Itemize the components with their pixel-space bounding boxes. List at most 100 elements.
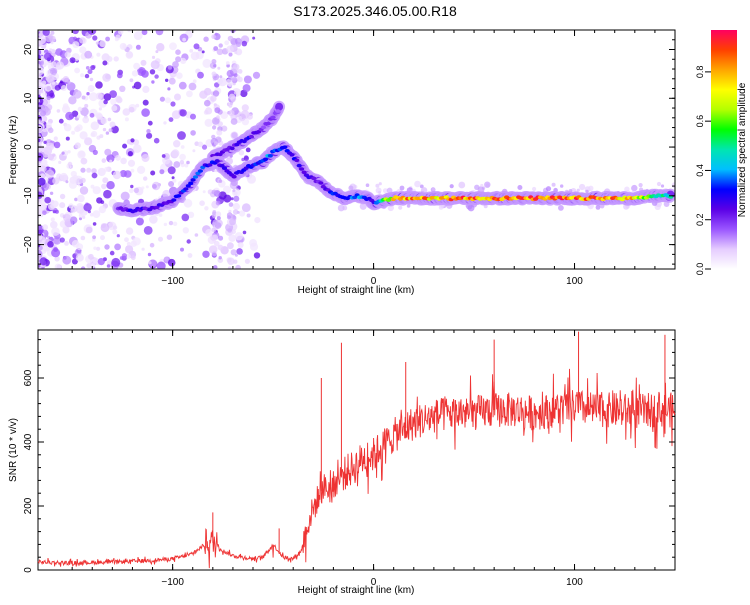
- noise-blob: [40, 90, 44, 94]
- noise-blob: [84, 103, 89, 108]
- noise-blob: [44, 196, 51, 204]
- main-ridge-core: [221, 166, 228, 170]
- halo-blob: [579, 183, 586, 191]
- noise-blob: [62, 76, 69, 83]
- noise-blob: [119, 256, 124, 260]
- noise-blob: [71, 258, 78, 265]
- noise-blob: [167, 65, 173, 70]
- main-ridge-core: [267, 154, 273, 158]
- noise-blob: [59, 202, 66, 209]
- main-ridge-core: [192, 175, 199, 179]
- noise-blob: [38, 144, 43, 153]
- halo-blob: [532, 186, 537, 192]
- noise-blob: [62, 255, 72, 265]
- streak-blob: [216, 48, 224, 56]
- noise-blob: [92, 257, 99, 264]
- noise-blob: [184, 163, 189, 168]
- noise-blob: [65, 111, 74, 121]
- streak-blob: [210, 95, 217, 102]
- noise-blob: [221, 125, 228, 132]
- upper-branch-edge: [275, 102, 284, 111]
- streak-blob: [213, 33, 221, 41]
- noise-blob: [140, 59, 147, 66]
- noise-blob: [111, 125, 119, 134]
- noise-blob: [100, 117, 108, 125]
- streak-blob: [233, 73, 238, 78]
- noise-blob: [129, 78, 134, 83]
- noise-blob: [38, 236, 46, 245]
- noise-blob: [112, 225, 118, 230]
- streak-blob: [228, 209, 232, 213]
- noise-blob: [67, 150, 71, 154]
- noise-blob: [115, 154, 121, 161]
- noise-blob: [42, 30, 50, 36]
- noise-blob: [71, 240, 80, 248]
- noise-blob: [51, 227, 60, 236]
- halo-blob: [484, 181, 491, 188]
- noise-blob: [90, 184, 95, 189]
- streak-blob: [211, 134, 216, 140]
- halo-blob: [414, 180, 421, 188]
- noise-blob: [202, 58, 212, 68]
- noise-blob: [148, 261, 152, 265]
- noise-blob: [168, 220, 174, 226]
- noise-blob: [131, 70, 139, 77]
- noise-blob: [133, 144, 142, 153]
- streak-blob: [212, 219, 219, 226]
- noise-blob: [49, 67, 58, 76]
- noise-blob: [88, 92, 98, 102]
- noise-blob: [89, 212, 94, 217]
- snr-series-line: [37, 368, 676, 569]
- streak-blob: [229, 218, 237, 226]
- noise-blob: [49, 191, 54, 195]
- noise-blob: [133, 187, 140, 193]
- noise-blob: [118, 30, 124, 35]
- noise-blob: [53, 136, 58, 141]
- noise-blob: [137, 165, 146, 174]
- noise-blob: [202, 190, 206, 194]
- noise-blob: [46, 95, 51, 101]
- noise-blob: [41, 80, 47, 86]
- noise-blob: [246, 213, 251, 218]
- noise-blob: [147, 252, 152, 257]
- streak-blob: [226, 45, 234, 54]
- noise-blob: [152, 184, 157, 189]
- noise-blob: [252, 71, 261, 79]
- noise-blob: [202, 250, 210, 258]
- main-ridge-core: [185, 184, 191, 188]
- halo-blob: [656, 181, 662, 187]
- noise-blob: [67, 80, 71, 85]
- noise-blob: [85, 226, 93, 234]
- noise-blob: [149, 215, 158, 224]
- noise-blob: [143, 176, 148, 181]
- noise-blob: [115, 95, 122, 103]
- noise-blob: [38, 177, 46, 186]
- noise-blob: [176, 72, 183, 79]
- noise-blob: [71, 130, 76, 135]
- snr-spikes: [212, 331, 666, 553]
- noise-blob: [104, 244, 110, 250]
- noise-blob: [113, 56, 119, 62]
- noise-blob: [186, 239, 191, 244]
- noise-blob: [48, 168, 52, 171]
- colorbar-label: Normalized spectral amplitude: [737, 82, 748, 217]
- noise-blob: [72, 174, 79, 181]
- noise-blob: [177, 131, 186, 140]
- main-ridge-core: [188, 181, 194, 186]
- noise-blob: [102, 60, 108, 66]
- noise-blob: [102, 177, 109, 184]
- noise-blob: [227, 242, 234, 250]
- noise-blob: [219, 75, 223, 79]
- noise-blob: [111, 105, 118, 112]
- noise-blob: [79, 46, 87, 54]
- noise-blob: [46, 142, 55, 151]
- heatmap-y-tick-label: 10: [23, 92, 34, 104]
- noise-blob: [89, 77, 94, 82]
- noise-blob: [183, 199, 193, 208]
- halo-blob: [382, 188, 388, 194]
- noise-blob: [141, 30, 148, 36]
- noise-blob: [102, 73, 111, 82]
- noise-blob: [181, 213, 190, 222]
- streak-blob: [216, 115, 220, 119]
